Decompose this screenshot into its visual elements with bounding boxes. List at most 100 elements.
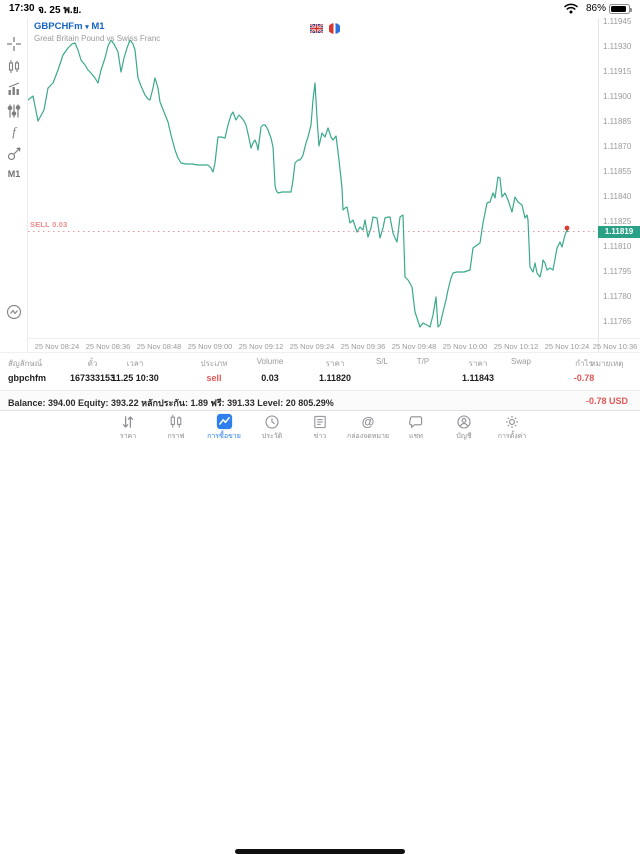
col-header-sl: S/L (375, 357, 388, 366)
tab-label: การซื้อขาย (207, 433, 241, 440)
col-header-time: เวลา (126, 359, 144, 368)
price-axis-label: 1.11780 (603, 292, 632, 301)
timeframe-button[interactable]: M1 (7, 169, 21, 179)
symbol-flags (310, 23, 340, 34)
position-open-price: 1.11820 (318, 373, 352, 383)
col-header-type: ประเภท (200, 359, 228, 368)
tab-quotes[interactable]: ราคา (108, 413, 148, 442)
time-axis-label: 25 Nov 10:36 (592, 342, 638, 351)
tab-mailbox[interactable]: @ กล่องจดหมาย (346, 413, 390, 442)
time-axis-label: 25 Nov 08:48 (136, 342, 182, 351)
time-axis[interactable]: 25 Nov 08:24 25 Nov 08:36 25 Nov 08:48 2… (28, 338, 640, 352)
price-axis-label: 1.11765 (603, 317, 632, 326)
tab-label: ข่าว (313, 433, 327, 440)
price-axis[interactable]: 1.11945 1.11930 1.11915 1.11900 1.11885 … (598, 17, 640, 352)
crosshair-icon[interactable] (6, 36, 22, 52)
status-bar: 17:30 จ. 25 พ.ย. 86% (0, 0, 640, 18)
gear-icon (504, 413, 520, 430)
current-price-tag: 1.11819 (598, 226, 640, 238)
tab-label: การตั้งค่า (497, 433, 527, 440)
price-axis-label: 1.11930 (603, 42, 632, 51)
floating-profit: -0.78 USD (585, 396, 628, 406)
at-sign-icon: @ (361, 414, 375, 429)
tab-label: กราฟ (167, 433, 185, 440)
chart-timeframe[interactable]: M1 (91, 21, 105, 32)
chat-bubble-icon (408, 413, 424, 430)
tab-label: กล่องจดหมาย (346, 433, 390, 440)
user-circle-icon (456, 413, 472, 430)
time-axis-label: 25 Nov 09:36 (340, 342, 386, 351)
tab-news[interactable]: ข่าว (300, 413, 340, 442)
tab-label: ราคา (119, 433, 137, 440)
objects-sliders-icon[interactable] (6, 103, 22, 119)
time-axis-label: 25 Nov 10:24 (544, 342, 590, 351)
tab-label: แชท (409, 433, 423, 440)
home-indicator[interactable] (235, 849, 405, 854)
tab-label: บัญชี (456, 433, 472, 440)
chart-plot-area[interactable]: GBPCHFm ▾ M1 Great Britain Pound vs Swis… (28, 18, 598, 338)
price-chart-svg (28, 39, 598, 328)
col-header-comment: หมายเหตุ (590, 359, 624, 368)
chf-flag-icon (329, 23, 340, 34)
time-axis-label: 25 Nov 09:12 (238, 342, 284, 351)
shapes-cursor-icon[interactable] (6, 146, 22, 162)
account-summary-text: Balance: 394.00 Equity: 393.22 หลักประกั… (8, 398, 334, 408)
tab-settings[interactable]: การตั้งค่า (492, 413, 532, 442)
tab-trade[interactable]: การซื้อขาย (204, 413, 244, 442)
price-axis-label: 1.11870 (603, 142, 632, 151)
sell-position-line-label: SELL 0.03 (30, 220, 68, 229)
wifi-icon (564, 3, 578, 14)
position-profit: -0.78 (573, 373, 595, 383)
candles-icon[interactable] (6, 59, 22, 75)
bottom-tab-bar: ราคา กราฟ การซื้อขาย (0, 410, 640, 854)
tab-account[interactable]: บัญชี (444, 413, 484, 442)
gbp-flag-icon (310, 24, 323, 33)
time-axis-label: 25 Nov 10:00 (442, 342, 488, 351)
tab-chat[interactable]: แชท (396, 413, 436, 442)
time-axis-label: 25 Nov 10:12 (493, 342, 539, 351)
time-axis-label: 25 Nov 08:24 (34, 342, 80, 351)
price-axis-label: 1.11840 (603, 192, 632, 201)
newspaper-icon (312, 413, 328, 430)
col-header-symbol: สัญลักษณ์ (8, 359, 43, 368)
price-axis-label: 1.11915 (603, 67, 632, 76)
position-type: sell (206, 373, 222, 383)
col-header-ticket: ตั๋ว (87, 359, 98, 368)
position-volume: 0.03 (261, 373, 279, 383)
status-date: จ. 25 พ.ย. (38, 5, 82, 16)
chevron-down-icon: ▾ (85, 24, 89, 31)
chart-left-toolbar: f M1 (0, 18, 28, 352)
chart-symbol[interactable]: GBPCHFm (34, 21, 83, 32)
col-header-price-open: ราคา (325, 359, 345, 368)
price-axis-label: 1.11945 (603, 17, 632, 26)
price-axis-label: 1.11885 (603, 117, 632, 126)
price-polyline (28, 39, 569, 328)
col-header-tp: T/P (416, 357, 430, 366)
candles-icon (168, 413, 184, 430)
position-symbol[interactable]: gbpchfm (8, 373, 46, 383)
position-current-price: 1.11843 (461, 373, 495, 383)
chart-line-circle-icon[interactable] (6, 304, 22, 320)
chart-header[interactable]: GBPCHFm ▾ M1 Great Britain Pound vs Swis… (34, 21, 160, 44)
clock-time: 17:30 (9, 3, 35, 14)
clock-icon (264, 413, 280, 430)
function-icon[interactable]: f (12, 124, 16, 139)
trade-chart-icon (216, 413, 233, 430)
price-axis-label: 1.11900 (603, 92, 632, 101)
position-ticket: 167333153 (69, 373, 116, 383)
tab-history[interactable]: ประวัติ (252, 413, 292, 442)
col-header-volume: Volume (256, 357, 284, 366)
position-time: 11.25 10:30 (111, 373, 159, 383)
quotes-arrows-icon (120, 413, 136, 430)
open-position-table[interactable]: สัญลักษณ์ ตั๋ว เวลา ประเภท Volume ราคา S… (0, 352, 640, 390)
account-summary-row: Balance: 394.00 Equity: 393.22 หลักประกั… (0, 390, 640, 410)
price-axis-label: 1.11855 (603, 167, 632, 176)
time-axis-label: 25 Nov 09:24 (289, 342, 335, 351)
tab-charts[interactable]: กราฟ (156, 413, 196, 442)
time-axis-label: 25 Nov 08:36 (85, 342, 131, 351)
time-axis-label: 25 Nov 09:48 (391, 342, 437, 351)
last-price-dot (564, 225, 570, 231)
indicators-icon[interactable] (6, 81, 22, 97)
tab-label: ประวัติ (261, 433, 283, 440)
chart-symbol-description: Great Britain Pound vs Swiss Franc (34, 34, 161, 43)
